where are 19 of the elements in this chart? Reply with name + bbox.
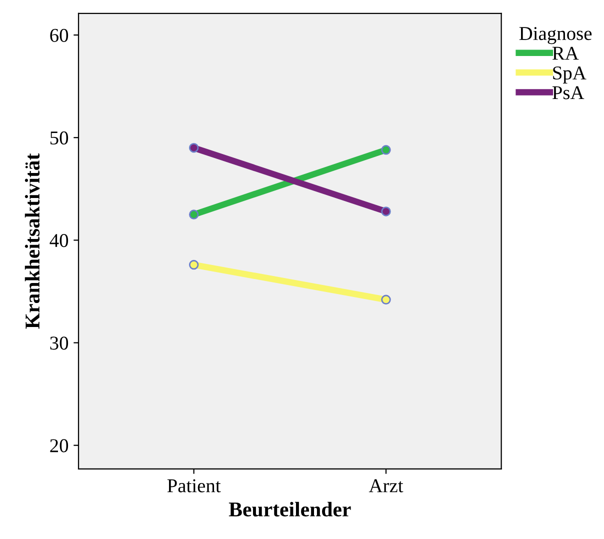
point	[381, 145, 391, 155]
legend-title: Diagnose	[519, 27, 592, 44]
point	[188, 260, 199, 270]
point	[188, 142, 199, 153]
point	[188, 210, 199, 220]
y-tick-label: 20	[50, 439, 68, 452]
x-tick-label: Patient	[167, 479, 221, 492]
y-axis-title: Krankheitsaktivität	[24, 153, 40, 329]
legend-label: PsA	[552, 86, 584, 100]
legend-label: SpA	[553, 66, 586, 84]
x-tick-label: Arzt	[368, 479, 404, 492]
y-tick-label: 40	[50, 234, 68, 248]
point	[381, 294, 391, 305]
y-tick-label: 30	[50, 336, 68, 350]
y-tick-label: 50	[50, 131, 68, 145]
legend-label: RA	[552, 46, 579, 60]
x-axis-title: Beurteilender	[228, 502, 351, 517]
point	[381, 206, 391, 216]
y-tick-label: 60	[50, 28, 68, 42]
